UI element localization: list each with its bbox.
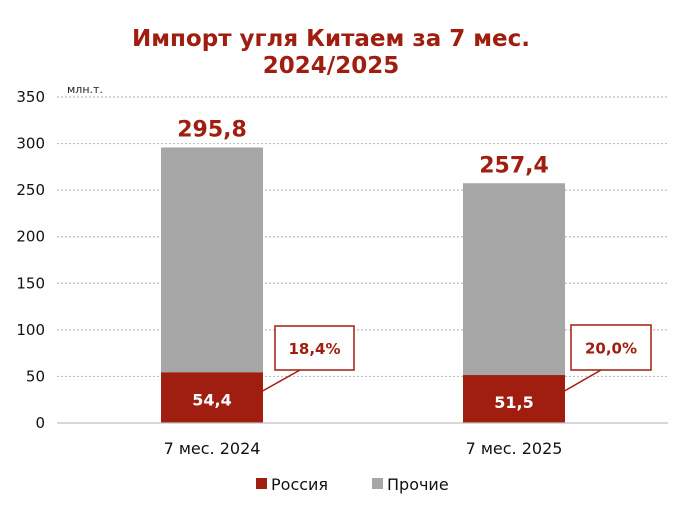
legend-swatch — [256, 478, 267, 489]
y-tick-label: 250 — [16, 181, 45, 199]
total-value-label: 257,4 — [479, 153, 549, 178]
share-label: 18,4% — [288, 340, 340, 358]
legend-label: Россия — [271, 475, 328, 494]
bars: 54,4 295,8 18,4% 51,5 257,4 20,0% — [161, 117, 652, 423]
y-tick-label: 50 — [26, 367, 45, 385]
share-callout-box — [570, 324, 652, 371]
legend: Россия Прочие — [256, 475, 449, 494]
gridlines — [57, 96, 668, 378]
bar-russia — [161, 372, 263, 423]
x-axis: 7 мес. 2024 7 мес. 2025 — [57, 422, 668, 458]
chart-title-line-2: 2024/2025 — [263, 53, 399, 79]
russia-value-label: 51,5 — [494, 393, 533, 412]
bar-others — [161, 147, 263, 373]
total-value-label: 295,8 — [177, 117, 247, 142]
y-tick-label: 200 — [16, 228, 45, 246]
share-leader-line — [560, 369, 602, 394]
y-tick-label: 300 — [16, 135, 45, 153]
y-tick-label: 100 — [16, 321, 45, 339]
y-tick-label: 0 — [35, 414, 45, 432]
x-category-label: 7 мес. 2025 — [466, 439, 563, 458]
bar-others — [463, 183, 565, 376]
y-tick-label: 350 — [16, 88, 45, 106]
y-axis: 0 50 100 150 200 250 300 350 — [16, 88, 45, 432]
legend-label: Прочие — [387, 475, 449, 494]
russia-value-label: 54,4 — [192, 390, 231, 409]
bar-russia — [463, 375, 565, 423]
x-category-label: 7 мес. 2024 — [164, 439, 261, 458]
share-callout-box — [274, 325, 355, 371]
share-label: 20,0% — [585, 340, 637, 358]
legend-swatch — [372, 478, 383, 489]
y-tick-label: 150 — [16, 274, 45, 292]
share-leader-line — [258, 369, 301, 394]
chart-title-line-1: Импорт угля Китаем за 7 мес. — [132, 26, 530, 52]
unit-label: млн.т. — [67, 83, 103, 96]
